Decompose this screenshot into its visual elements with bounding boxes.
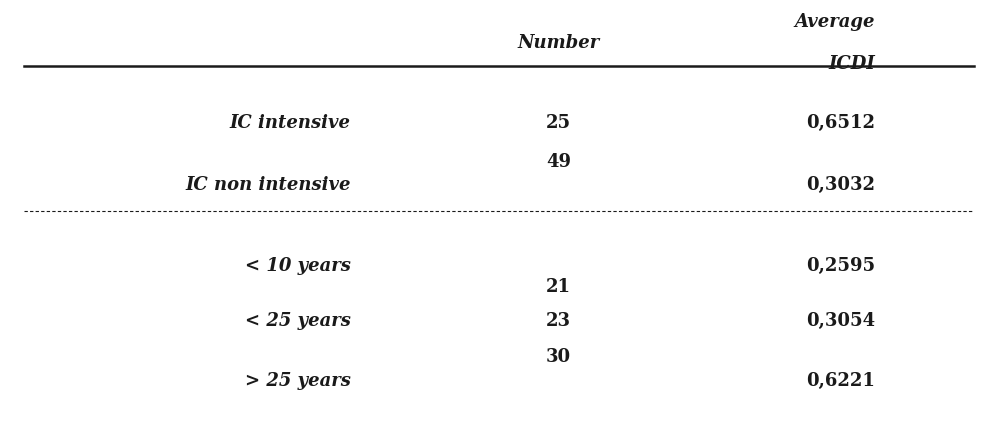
Text: ICDI: ICDI (828, 55, 875, 73)
Text: 0,3054: 0,3054 (806, 312, 875, 330)
Text: 0,3032: 0,3032 (806, 176, 875, 194)
Text: < 10 years: < 10 years (245, 257, 350, 275)
Text: 23: 23 (546, 312, 571, 330)
Text: Average: Average (794, 13, 875, 31)
Text: 0,2595: 0,2595 (806, 257, 875, 275)
Text: 0,6512: 0,6512 (806, 114, 875, 132)
Text: Number: Number (517, 34, 600, 52)
Text: 49: 49 (546, 153, 571, 171)
Text: 0,6221: 0,6221 (806, 372, 875, 390)
Text: IC intensive: IC intensive (230, 114, 350, 132)
Text: < 25 years: < 25 years (245, 312, 350, 330)
Text: > 25 years: > 25 years (245, 372, 350, 390)
Text: 21: 21 (546, 278, 571, 296)
Text: 25: 25 (546, 114, 571, 132)
Text: 30: 30 (546, 349, 571, 366)
Text: IC non intensive: IC non intensive (185, 176, 350, 194)
